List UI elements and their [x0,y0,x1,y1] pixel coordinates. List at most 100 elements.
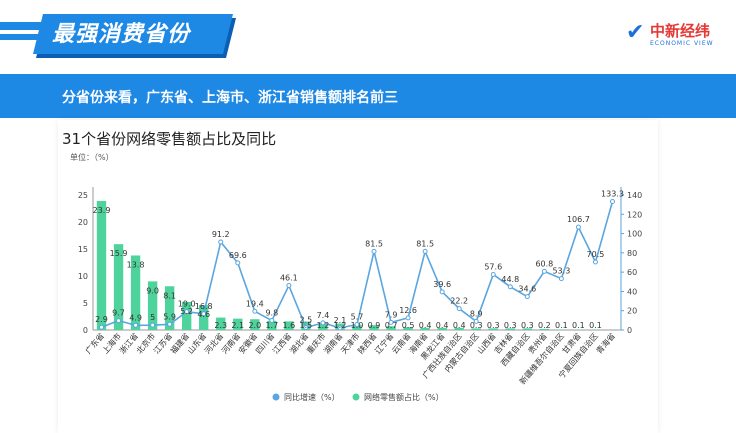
bar-data-label: 0.1 [572,321,585,330]
line-data-label: 19.0 [178,300,196,309]
legend-bar-marker [352,393,360,401]
line-data-label: 81.5 [416,239,434,248]
line-data-label: 34.6 [518,285,536,294]
line-point [167,321,173,327]
line-point [269,318,275,324]
line-point [201,311,207,317]
line-point [116,318,122,324]
bar [369,325,379,330]
bar-data-label: 2.0 [248,321,261,330]
left-tick-label: 25 [78,191,88,200]
bar [250,319,260,330]
bar-data-label: 0.3 [470,321,483,330]
bar-data-label: 23.9 [93,206,111,215]
bar [352,324,362,330]
line-data-label: 81.5 [365,239,383,248]
bar [454,327,464,330]
title-decoration [0,22,60,30]
bar [96,200,107,330]
line-data-label: 39.6 [433,280,451,289]
line-point [286,283,292,289]
chart-title: 31个省份网络零售额占比及同比 [62,130,277,148]
line-data-label: 2.1 [334,316,347,325]
legend-bar-label: 网络零售额占比（%） [364,392,444,402]
line-data-label: 9.7 [112,309,125,318]
bar-data-label: 8.1 [163,291,176,300]
x-tick-label: 青海省 [594,331,617,356]
title-decoration-2 [0,34,48,40]
left-tick-label: 10 [78,272,88,281]
bar-data-label: 15.9 [110,249,128,258]
line-data-label: 60.8 [535,259,553,268]
logo: ✔ 中新经纬 ECONOMIC VIEW [626,18,726,52]
line-data-label: 44.8 [501,275,519,284]
line-data-label: 7.9 [385,310,398,319]
bar-data-label: 1.2 [334,321,347,330]
bar-data-label: 0.4 [436,321,449,330]
line-data-label: 7.4 [317,311,330,320]
line-point [218,239,224,245]
line-point [422,248,428,254]
bar [113,244,124,330]
bar-data-label: 9.0 [146,286,159,295]
line-data-label: 5 [150,313,155,322]
line-data-label: 46.1 [280,274,298,283]
bar-data-label: 0.4 [419,321,432,330]
bar-data-label: 1.7 [265,321,278,330]
bar [505,328,515,330]
right-tick-label: 80 [627,249,637,258]
line-point [354,322,360,328]
bar-data-label: 0.3 [487,321,500,330]
line-data-label: 106.7 [567,215,590,224]
line-point [524,294,530,300]
bar [556,329,567,330]
line-point [184,309,190,315]
line-data-label: 8.9 [470,309,483,318]
line-point [592,259,598,265]
bar [181,301,192,330]
bar [164,286,175,330]
logo-subtitle: ECONOMIC VIEW [650,40,714,47]
bar-data-label: 0.7 [385,321,398,330]
line-data-label: 4.9 [129,313,142,322]
line-point [320,320,326,326]
bar-data-label: 0.5 [402,321,415,330]
line-point [609,198,615,204]
line-point [490,271,496,277]
line-data-label: 133.3 [601,189,624,198]
line-point [99,324,105,330]
line-point [575,224,581,230]
bar [267,320,277,330]
bar-data-label: 0.2 [538,321,551,330]
line-data-label: 19.4 [246,299,264,308]
line-data-label: 5.9 [163,312,176,321]
line-data-label: 2.9 [95,315,108,324]
line-point [337,325,343,331]
bar [437,327,447,330]
bar-data-label: 1.5 [300,321,313,330]
bar [403,327,413,330]
right-tick-label: 20 [627,307,637,316]
line-point [439,289,445,295]
unit-label: 单位：（%） [70,152,114,162]
line-point [558,276,564,282]
line-data-label: 5.7 [351,313,364,322]
bar-data-label: 5.2 [180,307,193,316]
legend-line-label: 同比增速（%） [284,392,340,402]
line-data-label: 12.6 [399,306,417,315]
bar-data-label: 2.1 [231,321,244,330]
line-data-label: 2.5 [300,316,313,325]
right-tick-label: 40 [627,287,637,296]
bar-data-label: 0.1 [589,321,602,330]
line-point [507,284,513,290]
bar-data-label: 0.1 [555,321,568,330]
line-point [473,318,479,324]
bar [130,255,141,330]
right-tick-label: 0 [627,326,632,335]
bar-data-label: 1.0 [351,321,364,330]
bar [284,321,294,330]
bar [147,281,158,330]
line-data-label: 70.5 [587,250,605,259]
page-title: 最强消费省份 [52,22,191,47]
